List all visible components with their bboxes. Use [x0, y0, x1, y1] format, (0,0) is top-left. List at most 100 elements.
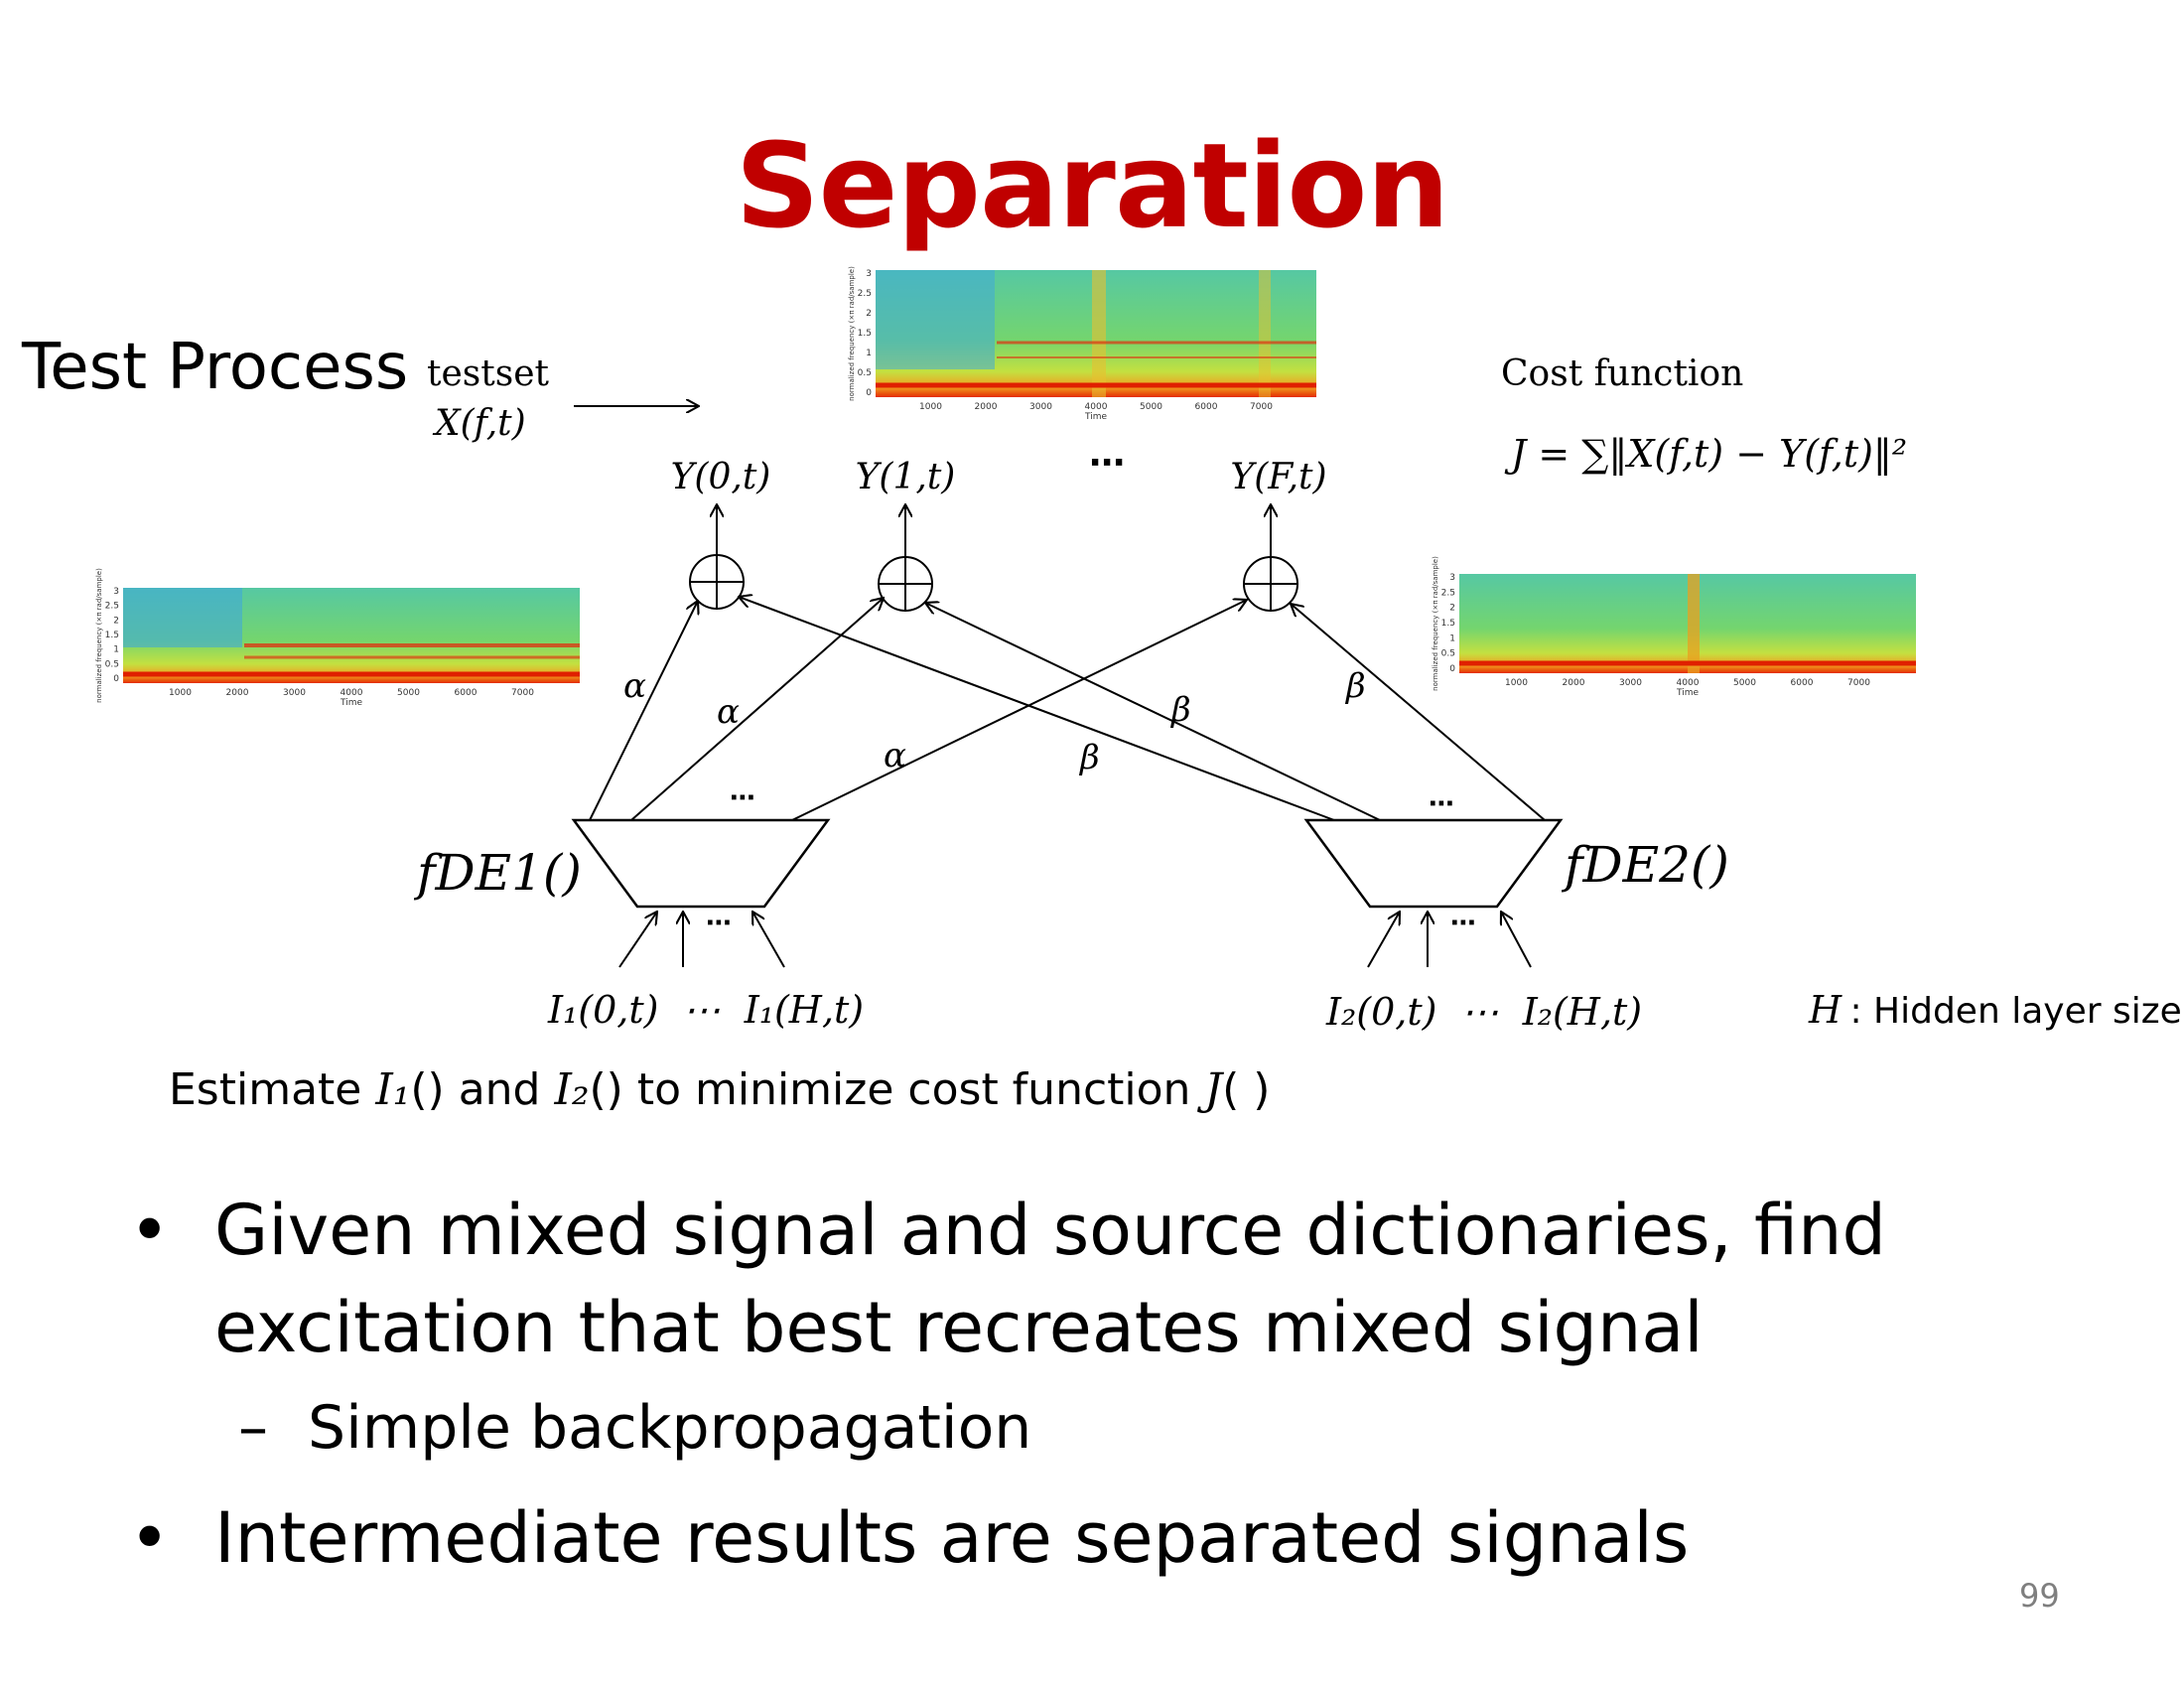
spectrogram-source-1-y-tick: 3: [113, 587, 119, 597]
decoder2-block: [1303, 818, 1564, 909]
spectrogram-mixed-x-tick: 5000: [1140, 402, 1162, 412]
spectrogram-mixed-x-tick: 7000: [1250, 402, 1273, 412]
spectrogram-source-2-x-tick: 6000: [1791, 678, 1814, 688]
weight-alpha-3: α: [884, 736, 906, 775]
output-label-yF: Y(F,t): [1230, 457, 1326, 497]
spectrogram-mixed-x-label: Time: [1084, 412, 1107, 422]
bullet-text: Intermediate results are separated signa…: [214, 1497, 1690, 1579]
spectrogram-mixed-x-tick: 6000: [1195, 402, 1218, 412]
decoder1-top-ellipsis: ⋯: [730, 783, 755, 813]
spectrogram-source-2-y-tick: 0.5: [1441, 649, 1455, 659]
spectrogram-source-2-y-tick: 1: [1449, 633, 1455, 643]
spectrogram-source-2-y-tick: 3: [1449, 573, 1455, 583]
spectrogram-source-2-x-tick: 7000: [1847, 678, 1870, 688]
decoder1-input-arrows: [618, 912, 785, 968]
decoder1-inputs: I₁(0,t) ⋯ I₁(H,t): [547, 988, 864, 1032]
decoder2-connections: [739, 597, 1546, 821]
sub-bullet-dash: –: [238, 1393, 268, 1463]
decoder1-input-ellipsis: ⋯: [706, 909, 732, 938]
slide-title: Separation: [735, 117, 1450, 254]
weight-alpha-2: α: [717, 692, 740, 732]
bullet-dot: •: [129, 1497, 171, 1579]
decoder2-inputs: I₂(0,t) ⋯ I₂(H,t): [1325, 990, 1642, 1034]
estimate-suffix-b: ( ): [1222, 1064, 1271, 1115]
hidden-note-text: : Hidden layer size: [1839, 991, 2182, 1032]
spectrogram-source-2-y-label: normalized frequency (×π rad/sample): [1432, 556, 1439, 691]
spectrogram-source-1-x-tick: 4000: [341, 688, 363, 698]
cost-function-label: Cost function: [1501, 353, 1743, 394]
spectrogram-source-2-x-tick: 4000: [1677, 678, 1700, 688]
estimate-line: Estimate I₁() and I₂() to minimize cost …: [169, 1064, 1270, 1115]
spectrogram-source-2-y-tick: 1.5: [1441, 619, 1455, 629]
bullet-dot: •: [129, 1190, 171, 1271]
spectrogram-source-1-x-tick: 6000: [455, 688, 478, 698]
spectrogram-source-2-y-tick: 2.5: [1441, 588, 1455, 598]
decoder2-input-ellipsis: ⋯: [1450, 909, 1476, 938]
weight-labels: α α α β β β: [623, 666, 1366, 777]
cost-function-formula: J = ∑‖X(f,t) − Y(f,t)‖²: [1504, 432, 1907, 476]
spectrogram-mixed-y-tick: 0.5: [858, 368, 872, 378]
weight-beta-2: β: [1169, 690, 1191, 730]
spectrogram-tick-labels: 1000 2000 3000 4000 5000 6000 7000 3 2.5 2 1.5 1 0.5…: [95, 266, 1870, 708]
spectrogram-source-1-y-tick: 1.5: [105, 631, 119, 640]
spectrogram-mixed-y-tick: 2: [866, 309, 872, 319]
spectrogram-source-1-x-tick: 5000: [397, 688, 420, 698]
spectrogram-source-2-y-tick: 0: [1449, 664, 1455, 674]
spectrogram-source-1-y-tick: 2.5: [105, 602, 119, 612]
sum-node-1: [878, 556, 933, 612]
output-label-y1: Y(1,t): [856, 457, 956, 497]
outputs-ellipsis: ⋯: [1089, 443, 1125, 484]
spectrogram-source-1: [123, 588, 580, 683]
spectrogram-mixed-y-tick: 3: [866, 269, 872, 279]
decoder1-label: fDE1(): [413, 844, 582, 902]
spectrogram-source-2: [1459, 574, 1916, 673]
testset-input: X(f,t): [432, 403, 526, 444]
bullet-item: • Intermediate results are separated sig…: [129, 1489, 2015, 1587]
spectrogram-source-1-x-tick: 1000: [169, 688, 192, 698]
spectrogram-source-1-y-tick: 0: [113, 674, 119, 684]
spectrogram-source-2-x-tick: 1000: [1505, 678, 1528, 688]
estimate-i1: I₁: [375, 1064, 411, 1115]
sum-node-F: [1243, 556, 1298, 612]
hidden-note-symbol: H: [1808, 988, 1843, 1032]
page-number: 99: [2019, 1577, 2060, 1615]
estimate-j: J: [1204, 1064, 1223, 1115]
sub-bullet-item: – Simple backpropagation: [129, 1388, 2015, 1468]
sub-bullet-text: Simple backpropagation: [308, 1393, 1032, 1463]
estimate-mid: () and: [410, 1064, 555, 1115]
spectrogram-mixed-y-label: normalized frequency (×π rad/sample): [848, 266, 856, 401]
decoder2-label: fDE2(): [1561, 836, 1729, 894]
decoder2-input-arrows: [1367, 912, 1532, 968]
spectrogram-source-1-y-tick: 0.5: [105, 659, 119, 669]
bullet-list: • Given mixed signal and source dictiona…: [129, 1182, 2015, 1587]
spectrogram-source-2-x-label: Time: [1676, 688, 1699, 698]
estimate-i2: I₂: [554, 1064, 590, 1115]
estimate-suffix-a: () to minimize cost function: [589, 1064, 1205, 1115]
section-label: Test Process: [22, 331, 409, 404]
sum-node-0: [689, 554, 745, 610]
spectrogram-mixed-x-tick: 3000: [1029, 402, 1052, 412]
spectrogram-source-2-x-tick: 5000: [1733, 678, 1756, 688]
spectrogram-mixed-y-tick: 1: [866, 349, 872, 358]
spectrogram-source-1-y-label: normalized frequency (×π rad/sample): [95, 568, 103, 703]
bullet-item: • Given mixed signal and source dictiona…: [129, 1182, 2015, 1376]
output-label-y0: Y(0,t): [671, 457, 771, 497]
bullet-text: Given mixed signal and source dictionari…: [214, 1190, 1886, 1368]
spectrogram-source-1-x-tick: 7000: [511, 688, 534, 698]
decoder1-block: [571, 818, 831, 909]
weight-alpha-1: α: [623, 666, 646, 706]
testset-label: testset: [427, 353, 549, 394]
spectrogram-mixed-x-tick: 2000: [975, 402, 998, 412]
spectrogram-source-1-x-tick: 2000: [226, 688, 249, 698]
spectrogram-source-2-x-tick: 2000: [1563, 678, 1585, 688]
spectrogram-source-1-x-tick: 3000: [283, 688, 306, 698]
spectrogram-source-1-x-label: Time: [340, 698, 362, 708]
spectrogram-mixed-y-tick: 1.5: [858, 329, 872, 339]
weight-beta-3: β: [1344, 666, 1366, 706]
spectrogram-mixed: [876, 270, 1316, 397]
spectrogram-source-2-x-tick: 3000: [1619, 678, 1642, 688]
estimate-prefix: Estimate: [169, 1064, 376, 1115]
weight-beta-1: β: [1078, 738, 1100, 777]
spectrogram-source-1-y-tick: 1: [113, 645, 119, 655]
